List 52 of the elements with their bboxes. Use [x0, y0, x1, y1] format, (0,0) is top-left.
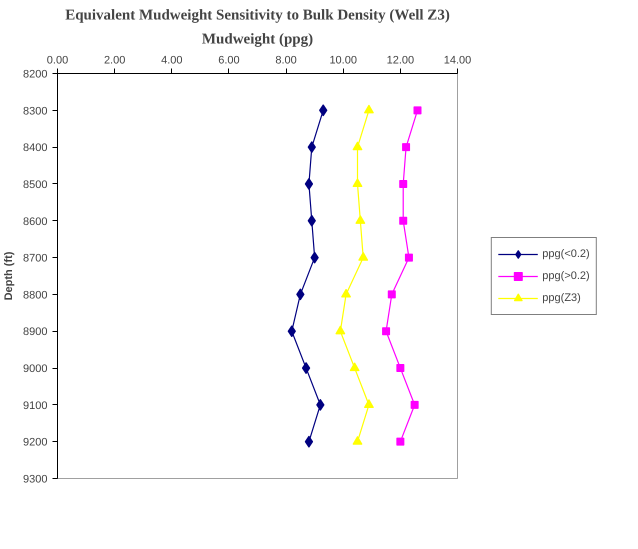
x-tick-label: 2.00: [104, 54, 126, 66]
y-tick-label: 8600: [23, 216, 48, 228]
y-tick-label: 9300: [23, 474, 48, 486]
point: [296, 288, 305, 300]
point: [414, 106, 422, 114]
point: [352, 141, 362, 150]
point: [352, 436, 362, 445]
point: [364, 104, 374, 114]
point: [350, 362, 360, 372]
y-tick-label: 8300: [23, 105, 48, 118]
point: [396, 364, 404, 372]
x-tick-label: 8.00: [275, 54, 297, 66]
y-tick-label: 8500: [23, 178, 48, 191]
point: [341, 288, 352, 298]
y-tick-label: 9200: [23, 436, 48, 449]
x-tick-label: 6.00: [218, 54, 240, 66]
point: [304, 178, 314, 190]
y-tick-label: 8700: [23, 252, 48, 265]
x-axis-title: Mudweight (ppg): [202, 32, 314, 48]
legend-label: ppg(Z3): [542, 292, 581, 304]
point: [358, 252, 368, 261]
x-tick-label: 4.00: [161, 54, 183, 66]
point: [410, 400, 419, 409]
point: [399, 180, 408, 188]
point: [396, 438, 404, 446]
point: [399, 216, 408, 225]
point: [404, 254, 413, 262]
x-tick-label: 12.00: [386, 54, 414, 66]
point: [388, 290, 396, 298]
point: [316, 398, 325, 411]
point: [352, 178, 362, 188]
legend-label: ppg(>0.2): [542, 270, 590, 282]
y-tick-label: 8800: [23, 289, 48, 302]
x-tick-label: 0.00: [46, 54, 68, 66]
chart-title: Equivalent Mudweight Sensitivity to Bulk Density (Well Z3): [65, 8, 450, 24]
point: [382, 327, 390, 336]
y-tick-label: 9000: [23, 363, 48, 376]
point: [310, 252, 319, 264]
y-tick-label: 9100: [23, 400, 48, 412]
x-tick-label: 10.00: [329, 54, 357, 66]
y-axis-title: Depth (ft): [3, 251, 16, 300]
point: [364, 399, 374, 408]
x-tick-label: 14.00: [444, 54, 472, 66]
y-tick-label: 8900: [23, 326, 48, 338]
point: [335, 326, 346, 334]
point: [355, 215, 366, 224]
point: [304, 436, 314, 448]
y-tick-label: 8400: [23, 142, 48, 154]
legend-label: ppg(<0.2): [542, 248, 590, 260]
point: [402, 143, 410, 152]
point: [302, 362, 310, 374]
y-tick-label: 8200: [23, 68, 48, 80]
